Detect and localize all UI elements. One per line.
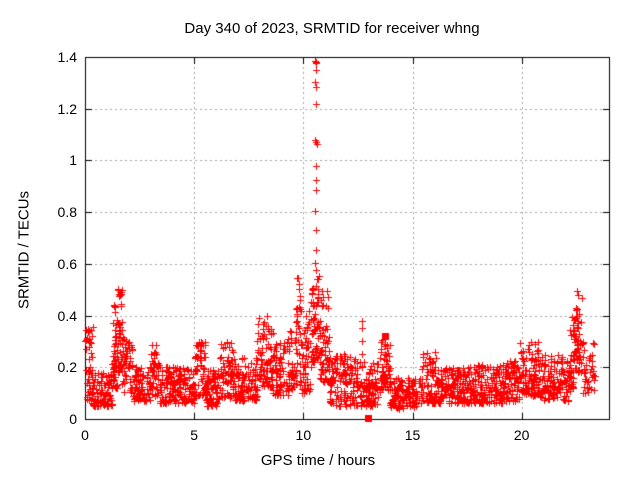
y-axis-label: SRMTID / TECUs	[15, 190, 33, 310]
y-tick-label: 0.8	[57, 204, 77, 221]
x-tick-label: 0	[81, 427, 89, 443]
x-axis-label: GPS time / hours	[260, 452, 376, 469]
x-tick-label: 5	[190, 427, 199, 443]
x-tick-label: 20	[513, 427, 530, 443]
y-tick-label: 1.4	[57, 49, 77, 65]
y-tick-label: 0	[69, 411, 77, 427]
y-tick-label: 1	[69, 152, 77, 169]
chart-title: Day 340 of 2023, SRMTID for receiver whn…	[184, 20, 480, 37]
x-tick-label: 10	[295, 427, 312, 443]
y-tick-label: 0.6	[57, 255, 77, 272]
x-tick-label: 15	[404, 427, 421, 443]
y-tick-label: 0.4	[57, 307, 77, 324]
y-tick-label: 0.2	[57, 359, 77, 376]
y-tick-label: 1.2	[57, 100, 77, 117]
